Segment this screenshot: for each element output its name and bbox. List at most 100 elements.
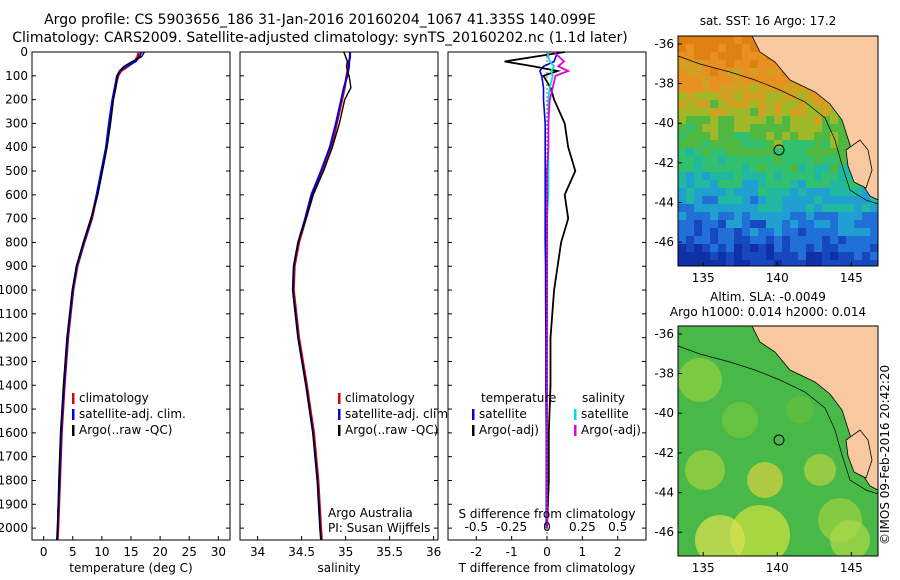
sst-cell	[774, 220, 782, 228]
sst-cell	[782, 164, 790, 172]
depth-tick-label: 1400	[0, 378, 28, 392]
sst-cell	[758, 204, 766, 212]
depth-tick-label: 1200	[0, 331, 28, 345]
difference-right-legend-label: Argo(-adj)	[581, 423, 641, 437]
sst-cell	[750, 188, 758, 196]
sst-cell	[702, 148, 710, 156]
sst-cell	[790, 132, 798, 140]
sst-cell	[710, 84, 718, 92]
sst-cell	[678, 180, 686, 188]
sst-cell	[798, 228, 806, 236]
sst-cell	[710, 244, 718, 252]
sst-cell	[838, 236, 846, 244]
sst-cell	[750, 172, 758, 180]
sst-cell	[790, 140, 798, 148]
difference-x-tick-label: -1	[506, 545, 518, 559]
sst-cell	[790, 228, 798, 236]
sst-cell	[726, 172, 734, 180]
sst-cell	[686, 148, 694, 156]
sst-cell	[862, 204, 870, 212]
sla-map-y-tick-label: -42	[654, 446, 674, 460]
sst-cell	[846, 180, 854, 188]
sst-cell	[710, 188, 718, 196]
sst-cell	[694, 228, 702, 236]
sst-cell	[750, 140, 758, 148]
sst-cell	[830, 148, 838, 156]
sst-cell	[678, 148, 686, 156]
sst-cell	[854, 228, 862, 236]
sst-cell	[710, 100, 718, 108]
sst-cell	[766, 244, 774, 252]
sst-cell	[774, 188, 782, 196]
sst-cell	[734, 60, 742, 68]
sst-cell	[846, 252, 854, 260]
sst-cell	[782, 84, 790, 92]
sst-cell	[822, 108, 830, 116]
sst-cell	[774, 132, 782, 140]
sst-cell	[726, 76, 734, 84]
sst-cell	[854, 188, 862, 196]
sst-map-frame	[677, 35, 879, 267]
sst-cell	[686, 236, 694, 244]
sst-cell	[870, 244, 878, 252]
sst-map-title: sat. SST: 16 Argo: 17.2	[700, 14, 837, 28]
sst-cell	[678, 76, 686, 84]
sst-cell	[814, 92, 822, 100]
sst-cell	[686, 140, 694, 148]
depth-tick-label: 600	[5, 188, 28, 202]
sst-cell	[806, 108, 814, 116]
sst-cell	[710, 36, 718, 44]
depth-tick-label: 1700	[0, 450, 28, 464]
sst-cell	[702, 52, 710, 60]
sst-cell	[702, 76, 710, 84]
sst-cell	[854, 252, 862, 260]
sst-cell	[734, 188, 742, 196]
sst-cell	[814, 236, 822, 244]
sst-cell	[686, 44, 694, 52]
sst-cell	[734, 84, 742, 92]
sst-cell	[798, 156, 806, 164]
sst-cell	[790, 148, 798, 156]
sst-cell	[758, 116, 766, 124]
sst-cell	[798, 196, 806, 204]
sst-cell	[830, 116, 838, 124]
sst-cell	[814, 220, 822, 228]
difference-legend-right-title: salinity	[582, 391, 625, 405]
sst-cell	[846, 244, 854, 252]
sst-cell	[798, 236, 806, 244]
sst-cell	[750, 180, 758, 188]
sst-cell	[694, 116, 702, 124]
sst-cell	[726, 220, 734, 228]
sst-cell	[758, 180, 766, 188]
sst-cell	[694, 68, 702, 76]
sst-cell	[830, 172, 838, 180]
sst-cell	[734, 156, 742, 164]
sst-cell	[814, 100, 822, 108]
sst-cell	[742, 148, 750, 156]
sst-cell	[830, 260, 838, 266]
sst-cell	[678, 220, 686, 228]
sst-cell	[710, 204, 718, 212]
sst-cell	[750, 260, 758, 266]
difference-x-tick-label: 1	[579, 545, 587, 559]
sst-cell	[726, 180, 734, 188]
sst-cell	[694, 60, 702, 68]
sst-cell	[806, 196, 814, 204]
sst-cell	[798, 132, 806, 140]
sla-anomaly-blob	[722, 402, 758, 438]
sst-cell	[774, 148, 782, 156]
sst-cell	[710, 260, 718, 266]
depth-tick-label: 1000	[0, 283, 28, 297]
sst-cell	[718, 228, 726, 236]
sst-map-x-tick-label: 145	[840, 271, 863, 285]
sst-cell	[742, 244, 750, 252]
sst-cell	[726, 156, 734, 164]
sst-cell	[774, 164, 782, 172]
sst-cell	[718, 260, 726, 266]
sst-cell	[726, 236, 734, 244]
sst-cell	[846, 188, 854, 196]
sst-cell	[726, 228, 734, 236]
sla-anomaly-blob	[830, 520, 870, 556]
salinity-frame	[239, 51, 439, 541]
sst-cell	[814, 212, 822, 220]
